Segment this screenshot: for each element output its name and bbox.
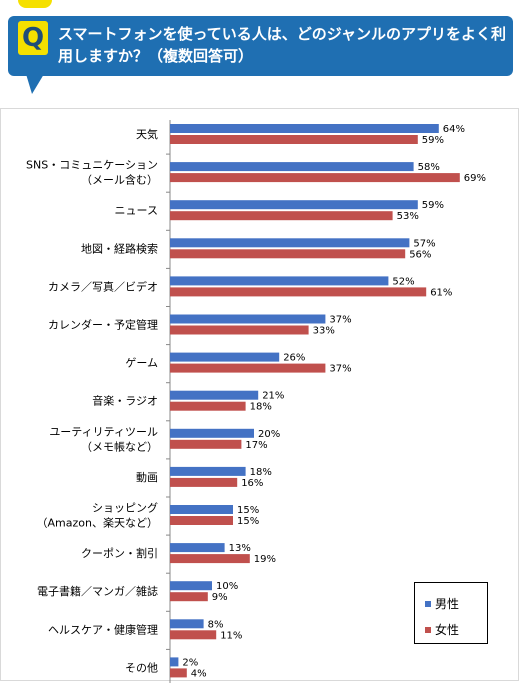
data-label: 56% <box>409 249 431 260</box>
bar-female <box>170 249 406 259</box>
bar-female <box>170 630 217 640</box>
bar-female <box>170 325 309 335</box>
data-label: 33% <box>313 326 335 337</box>
data-label: 4% <box>191 668 207 679</box>
bar-male <box>170 162 414 172</box>
data-label: 69% <box>464 173 486 184</box>
legend-label-male: 男性 <box>435 597 460 611</box>
category-label: 動画 <box>136 470 158 484</box>
category-label: SNS・コミュニケーション <box>26 159 158 172</box>
bar-male <box>170 657 179 667</box>
bar-female <box>170 439 242 449</box>
bar-male <box>170 428 254 438</box>
data-label: 37% <box>329 315 351 326</box>
bar-male <box>170 314 326 324</box>
data-label: 15% <box>237 505 259 516</box>
bar-male <box>170 276 389 286</box>
bar-male <box>170 505 233 514</box>
data-label: 61% <box>430 287 452 298</box>
legend: 男性 女性 <box>414 582 488 644</box>
category-label: ショッピング <box>92 501 158 515</box>
data-label: 13% <box>229 543 251 554</box>
bar-male <box>170 466 246 476</box>
bar-male <box>170 619 204 629</box>
legend-swatch-female <box>425 626 431 633</box>
category-label: カメラ／写真／ビデオ <box>48 279 158 293</box>
data-label: 58% <box>418 162 440 173</box>
data-label: 17% <box>245 440 267 451</box>
category-label: （メール含む） <box>81 173 158 187</box>
data-label: 2% <box>182 657 198 668</box>
bar-female <box>170 668 187 678</box>
data-label: 9% <box>212 592 228 603</box>
bar-female <box>170 554 250 564</box>
data-label: 26% <box>283 353 305 364</box>
bar-female <box>170 363 326 373</box>
data-label: 18% <box>250 467 272 478</box>
data-label: 20% <box>258 429 280 440</box>
category-label: 天気 <box>136 127 158 141</box>
bar-male <box>170 581 212 591</box>
category-label: ニュース <box>115 204 158 217</box>
bar-female <box>170 477 238 487</box>
legend-item-female: 女性 <box>425 621 459 638</box>
category-label: 地図・経路検索 <box>81 241 158 255</box>
data-label: 59% <box>422 135 444 146</box>
category-label: 電子書籍／マンガ／雑誌 <box>37 584 158 598</box>
data-label: 64% <box>443 124 465 135</box>
bar-female <box>170 135 418 144</box>
category-label: ヘルスケア・健康管理 <box>48 622 158 636</box>
data-label: 21% <box>262 391 284 402</box>
data-label: 53% <box>397 211 419 222</box>
question-banner <box>8 16 513 76</box>
bar-female <box>170 211 393 221</box>
bar-female <box>170 173 460 183</box>
bar-male <box>170 200 418 210</box>
question-badge: Q <box>18 21 48 55</box>
banner-speech-tail <box>26 74 44 94</box>
bar-male <box>170 352 280 362</box>
legend-swatch-male <box>425 600 431 607</box>
data-label: 16% <box>241 478 263 489</box>
data-label: 37% <box>329 364 351 375</box>
category-label: （Amazon、楽天など） <box>37 517 158 530</box>
category-label: ユーティリティツール <box>49 425 158 438</box>
banner-top-decoration <box>18 0 52 8</box>
data-label: 19% <box>254 554 276 565</box>
data-label: 18% <box>250 402 272 413</box>
bar-female <box>170 287 427 297</box>
bar-male <box>170 390 259 400</box>
category-label: 音楽・ラジオ <box>92 394 158 408</box>
category-label: （メモ帳など） <box>81 439 158 453</box>
bar-female <box>170 516 233 525</box>
data-label: 10% <box>216 581 238 592</box>
data-label: 57% <box>413 238 435 249</box>
bar-male <box>170 238 410 248</box>
bar-female <box>170 592 208 602</box>
question-text: スマートフォンを使っている人は、どのジャンルのアプリをよく利用しますか？（複数回… <box>58 25 507 65</box>
bar-male <box>170 543 225 553</box>
data-label: 59% <box>422 200 444 211</box>
category-label: その他 <box>125 661 158 674</box>
legend-label-female: 女性 <box>435 623 460 637</box>
legend-item-male: 男性 <box>425 595 459 612</box>
data-label: 8% <box>208 619 224 630</box>
bar-male <box>170 124 439 133</box>
data-label: 11% <box>220 630 242 641</box>
data-label: 15% <box>237 516 259 527</box>
category-label: カレンダー・予定管理 <box>48 318 158 332</box>
chart-frame <box>0 108 519 681</box>
data-label: 52% <box>392 276 414 287</box>
category-label: クーポン・割引 <box>81 546 158 560</box>
bar-female <box>170 401 246 411</box>
category-label: ゲーム <box>125 357 158 370</box>
